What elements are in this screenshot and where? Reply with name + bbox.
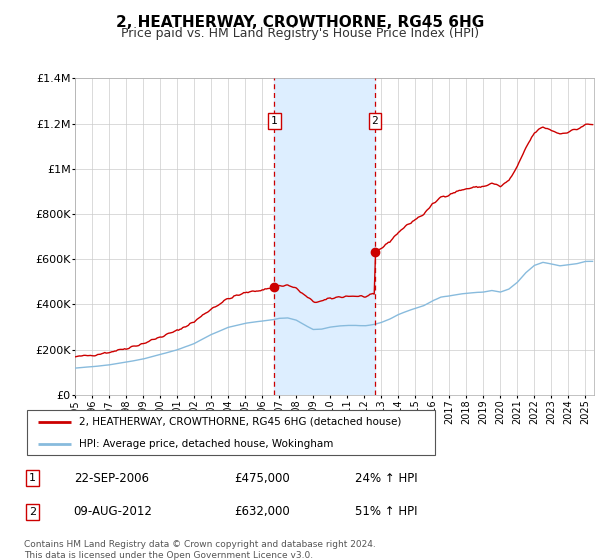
Text: 2: 2 bbox=[29, 507, 36, 517]
Text: 51% ↑ HPI: 51% ↑ HPI bbox=[355, 505, 418, 518]
Text: 2, HEATHERWAY, CROWTHORNE, RG45 6HG: 2, HEATHERWAY, CROWTHORNE, RG45 6HG bbox=[116, 15, 484, 30]
Text: 1: 1 bbox=[271, 116, 278, 126]
Text: 09-AUG-2012: 09-AUG-2012 bbox=[74, 505, 152, 518]
Text: 2, HEATHERWAY, CROWTHORNE, RG45 6HG (detached house): 2, HEATHERWAY, CROWTHORNE, RG45 6HG (det… bbox=[79, 417, 401, 427]
Text: 22-SEP-2006: 22-SEP-2006 bbox=[74, 472, 149, 484]
Text: 1: 1 bbox=[29, 473, 36, 483]
Text: Price paid vs. HM Land Registry's House Price Index (HPI): Price paid vs. HM Land Registry's House … bbox=[121, 27, 479, 40]
Text: HPI: Average price, detached house, Wokingham: HPI: Average price, detached house, Woki… bbox=[79, 438, 334, 449]
Text: £475,000: £475,000 bbox=[234, 472, 290, 484]
Text: £632,000: £632,000 bbox=[234, 505, 290, 518]
FancyBboxPatch shape bbox=[27, 410, 435, 455]
Text: 2: 2 bbox=[371, 116, 378, 126]
Bar bbox=[274, 78, 375, 395]
Text: Contains HM Land Registry data © Crown copyright and database right 2024.
This d: Contains HM Land Registry data © Crown c… bbox=[24, 540, 376, 560]
Text: 24% ↑ HPI: 24% ↑ HPI bbox=[355, 472, 418, 484]
